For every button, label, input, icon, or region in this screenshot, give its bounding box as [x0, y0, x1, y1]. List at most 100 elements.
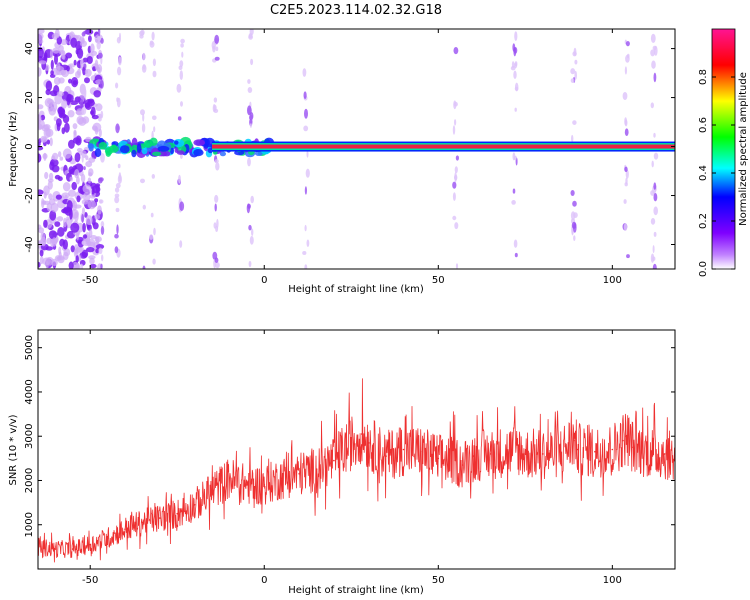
- spectrogram-noise-blob: [43, 191, 47, 199]
- spectrogram-noise-blob: [66, 96, 71, 106]
- spectrogram-noise-band: [454, 166, 458, 174]
- spectrogram-noise-band: [99, 80, 104, 89]
- spectrogram-noise-band: [247, 203, 251, 209]
- spectrogram-noise-band: [114, 246, 119, 254]
- spectrogram-noise-blob: [45, 80, 53, 92]
- snr-point: [72, 548, 74, 550]
- spectrogram-noise-blob: [63, 248, 71, 257]
- spectrogram-noise-band: [180, 43, 184, 48]
- spectrogram-noise-blob: [57, 255, 65, 264]
- spectrogram-noise-blob: [56, 36, 62, 45]
- spectrogram-noise-band: [214, 56, 220, 61]
- spectrogram-noise-blob: [49, 210, 57, 221]
- spectrogram-noise-blob: [54, 221, 61, 227]
- spectrogram-noise-blob: [59, 156, 64, 161]
- spectrogram-noise-band: [652, 245, 655, 254]
- spectrogram-ridge-blob: [94, 148, 102, 158]
- spectrogram-ridge-blob: [174, 147, 179, 153]
- spectrogram-noise-band: [116, 97, 119, 102]
- spectrogram-noise-band: [624, 128, 629, 136]
- spectrogram-noise-band: [141, 123, 146, 133]
- spectrogram-noise-band: [247, 79, 251, 84]
- spectrogram-noise-blob: [66, 230, 76, 239]
- spectrogram-noise-blob: [66, 200, 73, 212]
- spectrogram-noise-blob: [54, 53, 58, 65]
- spectrogram-noise-blob: [43, 152, 47, 161]
- spectrogram-noise-band: [215, 46, 219, 52]
- spectrogram-noise-blob: [58, 246, 62, 255]
- spectrogram-noise-band: [248, 224, 252, 231]
- spectrogram-noise-blob: [55, 194, 63, 200]
- spectrogram-noise-blob: [73, 59, 77, 66]
- spectrogram-noise-band: [247, 87, 253, 93]
- spectrogram-noise-band: [216, 218, 219, 229]
- spectrogram-noise-band: [214, 159, 219, 164]
- spectrogram-noise-band: [115, 182, 121, 189]
- spectrogram-ridge-blob: [176, 150, 185, 155]
- spectrogram-noise-blob: [94, 126, 99, 135]
- snr-frame: [37, 329, 676, 570]
- spectrogram-frame: [37, 28, 676, 270]
- spectrogram-noise-band: [250, 58, 254, 66]
- spectrogram-noise-blob: [76, 195, 81, 203]
- spectrogram-noise-band: [116, 224, 119, 235]
- spectrogram-noise-blob: [45, 89, 51, 96]
- spectrogram-noise-band: [140, 109, 145, 116]
- spectrogram-noise-band: [152, 70, 157, 78]
- spectrogram-noise-band: [453, 100, 457, 110]
- spectrogram-noise-band: [306, 150, 309, 158]
- spectrogram-noise-band: [302, 68, 307, 77]
- spectrogram-noise-blob: [62, 148, 72, 159]
- spectrogram-noise-blob: [70, 222, 80, 233]
- snr-point: [489, 453, 492, 455]
- spectrogram-noise-blob: [94, 214, 101, 220]
- spectrogram-noise-band: [248, 33, 253, 39]
- spectrogram-noise-blob: [52, 47, 60, 54]
- spectrogram-noise-blob: [38, 46, 43, 52]
- spectrogram-noise-band: [211, 40, 216, 50]
- spectrogram-ridge-core: [212, 144, 675, 149]
- spectrogram-noise-blob: [38, 29, 45, 34]
- spectrogram-ridge-blob: [136, 143, 142, 154]
- spectrogram-noise-blob: [80, 173, 86, 183]
- spectrogram-noise-band: [514, 86, 519, 91]
- spectrogram-noise-blob: [68, 139, 75, 149]
- spectrogram-noise-band: [181, 51, 184, 58]
- spectrogram-noise-blob: [48, 193, 53, 200]
- spectrogram-noise-band: [302, 251, 307, 255]
- spectrogram-noise-blob: [74, 169, 80, 179]
- snr-point: [625, 435, 628, 438]
- figure-title: C2E5.2023.114.02.32.G18: [270, 3, 442, 18]
- snr-point: [124, 528, 126, 530]
- snr-axes: -50 0 50 100 1000 2000 3000 4000 5000: [24, 330, 675, 586]
- spectrogram-noise-band: [653, 132, 656, 138]
- spectrogram-noise-band: [114, 187, 120, 193]
- snr-point: [646, 450, 648, 453]
- spectrogram-noise-band: [452, 125, 456, 135]
- spectrogram-noise-band: [570, 190, 575, 196]
- spectrogram-noise-blob: [41, 137, 48, 142]
- spectrogram-noise-band: [306, 239, 310, 247]
- spectrogram-noise-band: [513, 47, 517, 57]
- snr-point: [193, 504, 196, 506]
- snr-xtick-label: 100: [603, 575, 622, 586]
- spectrogram-noise-blob: [38, 104, 44, 110]
- snr-point: [576, 448, 579, 451]
- spectrogram-ytick-label: 20: [24, 91, 35, 104]
- spectrogram-noise-band: [178, 174, 181, 184]
- spectrogram-noise-blob: [90, 43, 95, 54]
- spectrogram-noise-band: [114, 196, 120, 204]
- spectrogram-noise-band: [250, 195, 254, 204]
- spectrogram-noise-blob: [60, 49, 65, 60]
- spectrogram-noise-blob: [48, 230, 57, 240]
- snr-point: [611, 448, 614, 451]
- spectrogram-noise-band: [100, 37, 104, 44]
- colorbar: 0.0 0.2 0.4 0.6 0.8 Normalized spectral ampl…: [698, 28, 749, 277]
- spectrogram-noise-band: [249, 114, 253, 121]
- spectrogram-noise-blob: [69, 176, 73, 182]
- spectrogram-noise-blob: [93, 90, 101, 98]
- spectrogram-noise-blob: [90, 235, 97, 240]
- spectrogram-noise-band: [304, 264, 308, 269]
- spectrogram-noise-blob: [38, 32, 44, 40]
- spectrogram-noise-band: [454, 222, 459, 230]
